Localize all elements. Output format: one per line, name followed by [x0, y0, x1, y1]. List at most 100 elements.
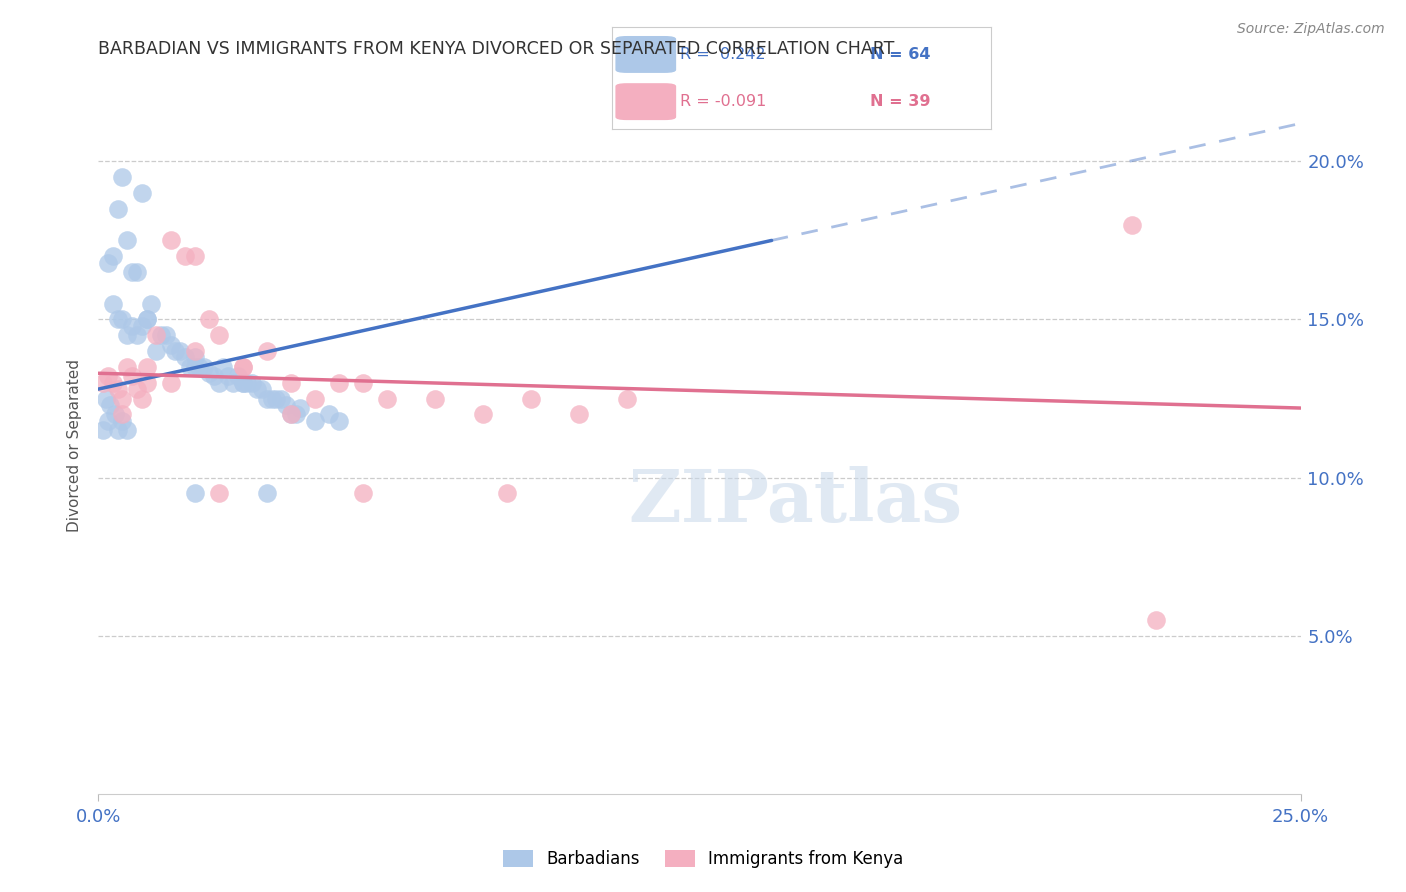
Point	[222, 376, 245, 390]
Point	[240, 376, 263, 390]
Point	[328, 376, 350, 390]
Point	[101, 376, 124, 390]
Point	[131, 186, 153, 200]
Point	[91, 423, 114, 437]
Point	[165, 344, 187, 359]
Point	[217, 369, 239, 384]
Point	[260, 392, 283, 406]
Point	[117, 328, 139, 343]
Point	[117, 359, 139, 374]
Point	[375, 392, 398, 406]
Point	[198, 366, 221, 380]
Point	[568, 408, 591, 422]
Point	[155, 328, 177, 343]
Point	[183, 344, 205, 359]
Point	[125, 265, 148, 279]
Point	[318, 408, 340, 422]
Point	[97, 414, 120, 428]
Point	[169, 344, 191, 359]
Point	[290, 401, 312, 415]
Point	[149, 328, 172, 343]
Point	[179, 359, 201, 374]
Point	[135, 376, 157, 390]
Y-axis label: Divorced or Separated: Divorced or Separated	[67, 359, 83, 533]
FancyBboxPatch shape	[616, 83, 676, 120]
Point	[472, 408, 495, 422]
Point	[121, 369, 143, 384]
Point	[1121, 218, 1143, 232]
Point	[188, 359, 211, 374]
Point	[246, 382, 269, 396]
Point	[304, 414, 326, 428]
Point	[94, 392, 117, 406]
Point	[616, 392, 638, 406]
Point	[520, 392, 543, 406]
Legend: Barbadians, Immigrants from Kenya: Barbadians, Immigrants from Kenya	[496, 843, 910, 875]
Point	[183, 486, 205, 500]
Point	[198, 312, 221, 326]
Point	[256, 486, 278, 500]
Point	[131, 392, 153, 406]
Point	[232, 359, 254, 374]
Point	[145, 328, 167, 343]
Point	[101, 249, 124, 263]
Point	[159, 234, 181, 248]
Point	[270, 392, 292, 406]
Point	[174, 351, 197, 365]
Point	[135, 312, 157, 326]
Point	[121, 318, 143, 333]
Point	[141, 296, 163, 310]
Point	[145, 344, 167, 359]
Point	[280, 376, 302, 390]
Point	[104, 408, 127, 422]
Text: R =  0.242: R = 0.242	[681, 47, 765, 62]
Point	[328, 414, 350, 428]
Point	[174, 249, 197, 263]
Text: N = 64: N = 64	[870, 47, 931, 62]
Text: BARBADIAN VS IMMIGRANTS FROM KENYA DIVORCED OR SEPARATED CORRELATION CHART: BARBADIAN VS IMMIGRANTS FROM KENYA DIVOR…	[98, 40, 894, 58]
Point	[208, 486, 231, 500]
Point	[91, 376, 114, 390]
Text: R = -0.091: R = -0.091	[681, 95, 766, 109]
FancyBboxPatch shape	[616, 36, 676, 73]
Point	[202, 369, 225, 384]
Point	[352, 376, 374, 390]
Point	[111, 170, 134, 185]
Point	[111, 408, 134, 422]
Point	[352, 486, 374, 500]
Point	[208, 328, 231, 343]
Point	[232, 376, 254, 390]
Point	[117, 234, 139, 248]
Point	[496, 486, 519, 500]
Point	[107, 423, 129, 437]
Point	[256, 344, 278, 359]
Point	[135, 359, 157, 374]
Point	[125, 382, 148, 396]
Point	[226, 369, 249, 384]
Point	[121, 265, 143, 279]
Point	[159, 376, 181, 390]
Point	[236, 376, 259, 390]
Point	[117, 423, 139, 437]
Point	[183, 249, 205, 263]
Point	[250, 382, 273, 396]
Text: ZIPatlas: ZIPatlas	[628, 467, 963, 537]
Text: N = 39: N = 39	[870, 95, 931, 109]
Point	[100, 398, 122, 412]
Point	[208, 376, 231, 390]
Point	[159, 338, 181, 352]
Point	[193, 359, 215, 374]
Point	[107, 202, 129, 216]
Point	[135, 312, 157, 326]
Point	[131, 318, 153, 333]
Point	[274, 398, 297, 412]
Point	[423, 392, 446, 406]
Point	[111, 312, 134, 326]
Point	[1144, 613, 1167, 627]
Point	[97, 369, 120, 384]
Text: Source: ZipAtlas.com: Source: ZipAtlas.com	[1237, 22, 1385, 37]
Point	[183, 351, 205, 365]
Point	[304, 392, 326, 406]
Point	[280, 408, 302, 422]
Point	[111, 414, 134, 428]
